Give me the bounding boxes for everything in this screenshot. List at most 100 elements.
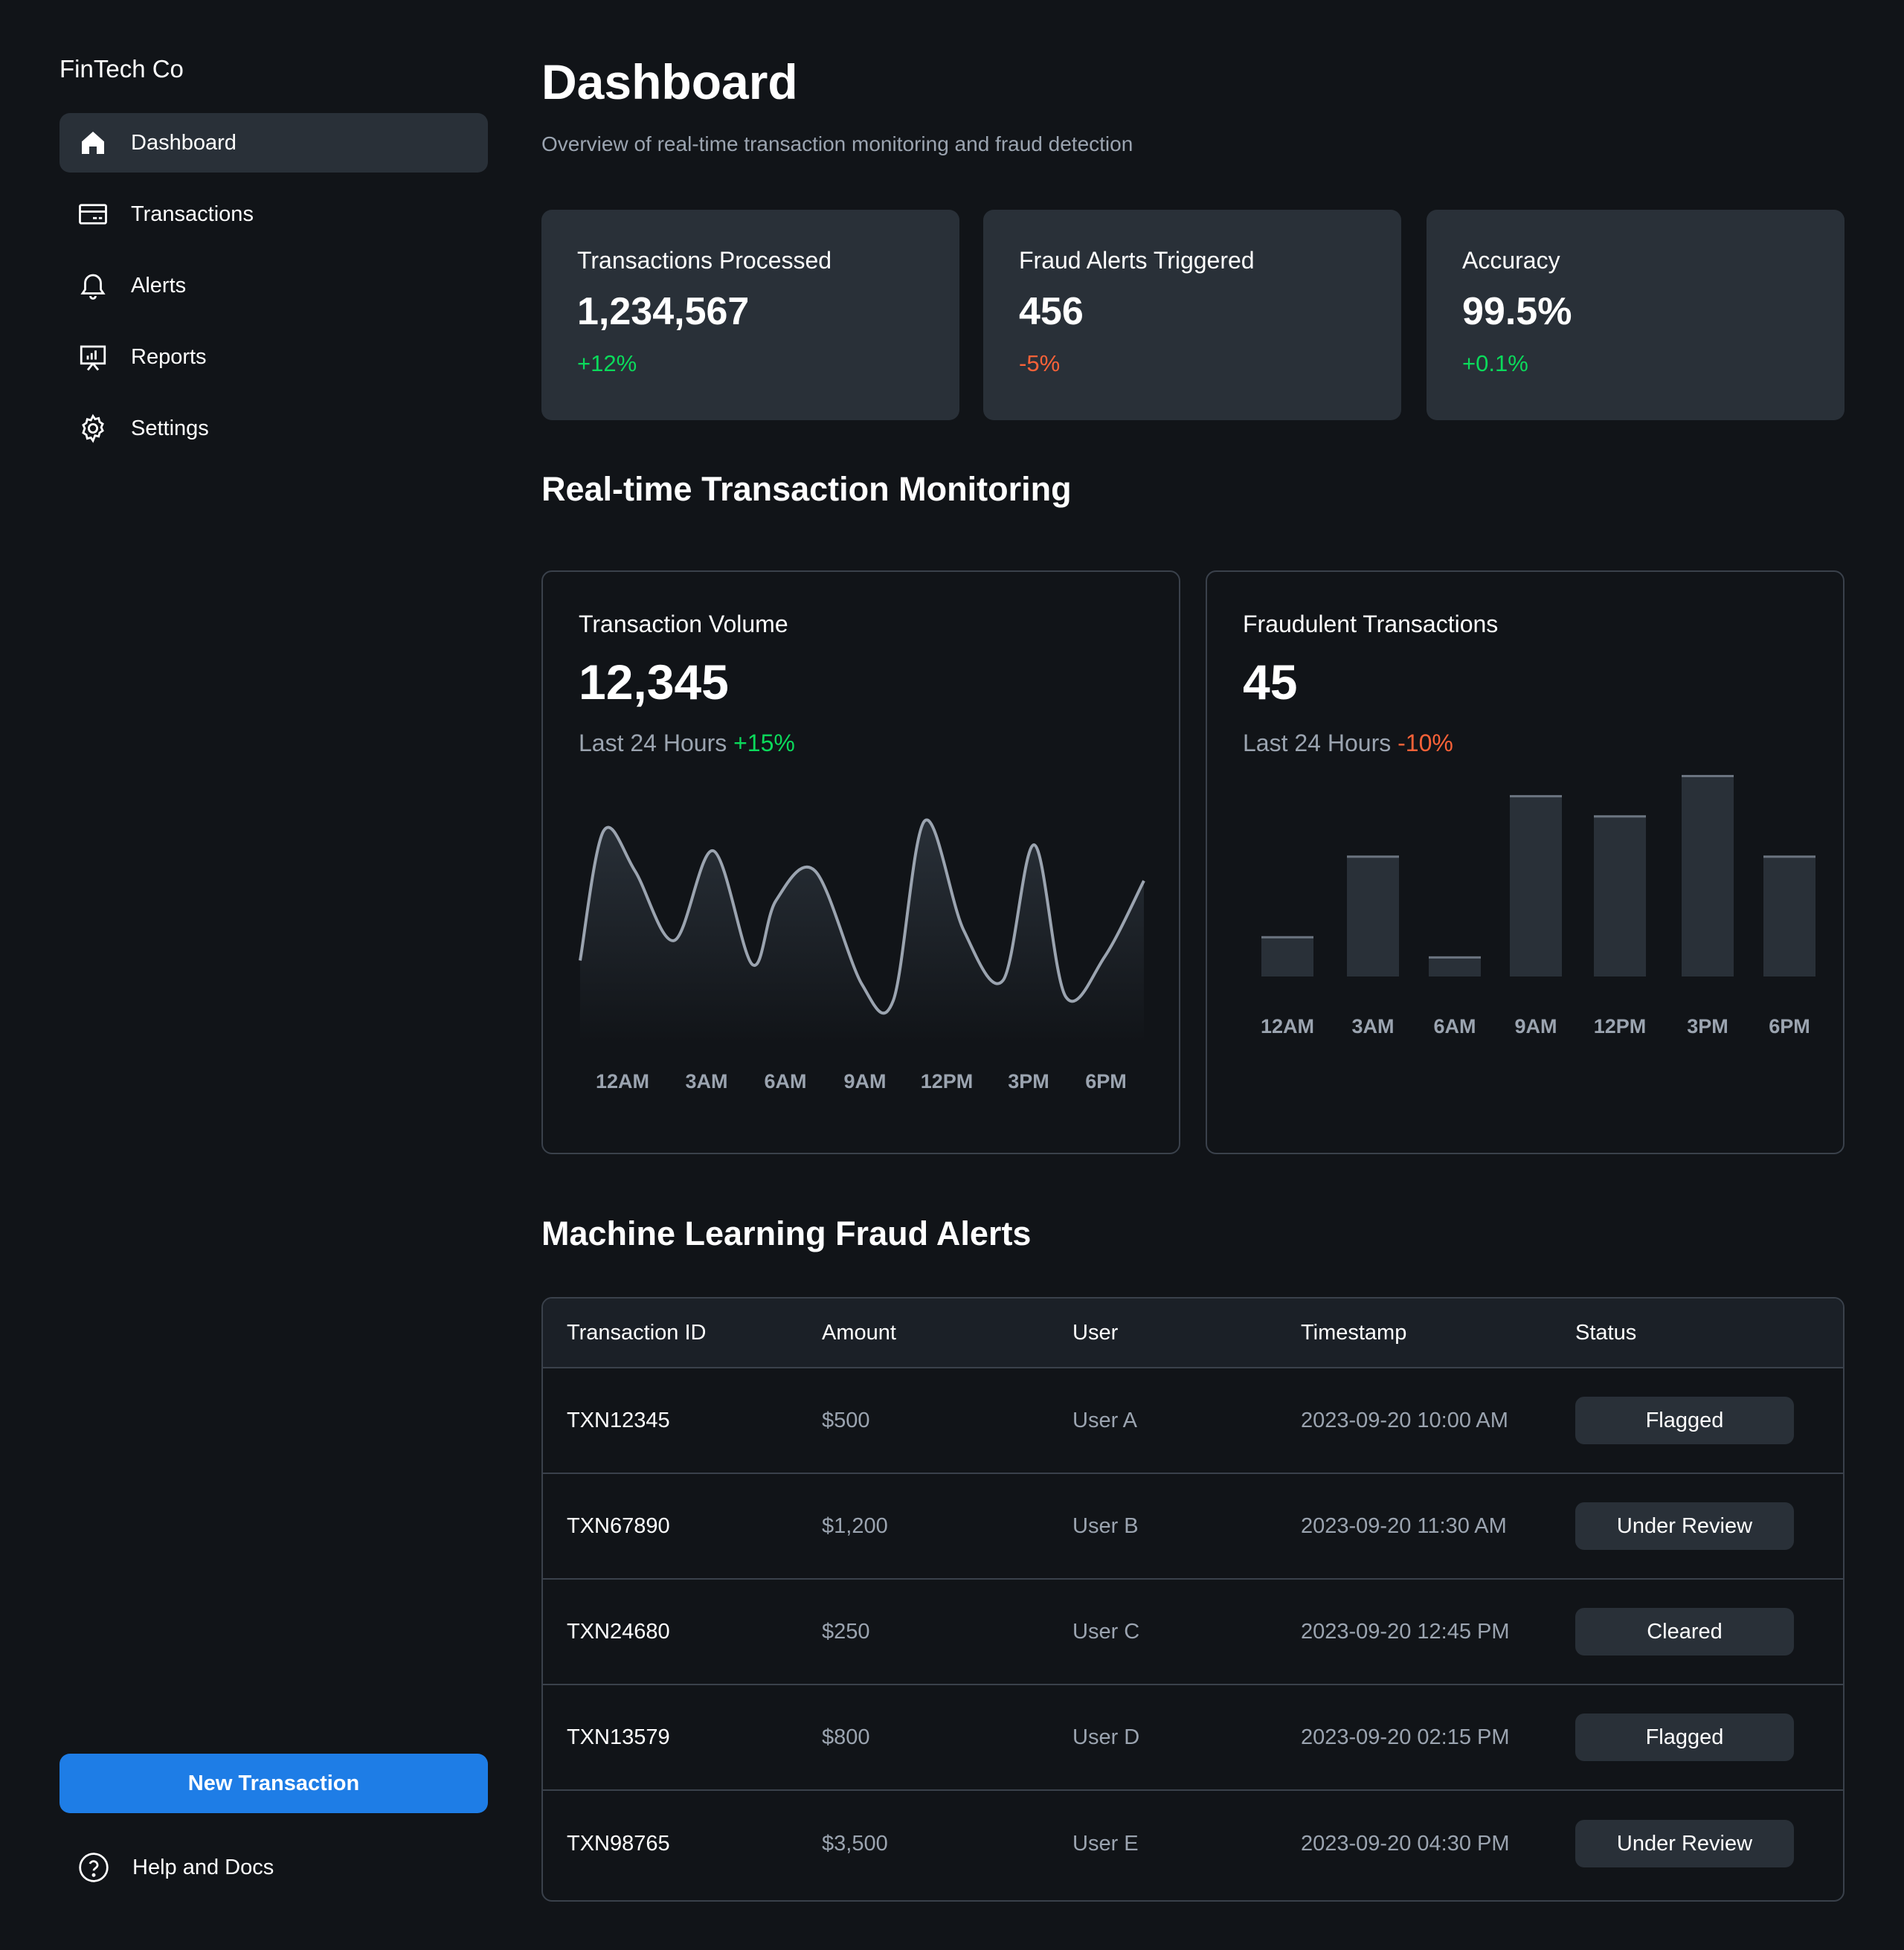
cell-amount: $800	[822, 1725, 870, 1749]
table-row: TXN98765 $3,500 User E 2023-09-20 04:30 …	[543, 1791, 1843, 1896]
sidebar-item-transactions[interactable]: Transactions	[60, 184, 488, 244]
cell-user: User D	[1072, 1725, 1140, 1749]
column-header: User	[1072, 1320, 1119, 1345]
help-docs-label: Help and Docs	[132, 1855, 274, 1879]
column-header: Amount	[822, 1320, 896, 1345]
x-tick-label: 9AM	[843, 1070, 886, 1093]
cell-timestamp: 2023-09-20 11:30 AM	[1301, 1513, 1507, 1538]
bell-icon	[77, 270, 109, 301]
x-tick-label: 12PM	[1594, 1015, 1647, 1037]
stat-value: 1,234,567	[577, 290, 750, 333]
cell-timestamp: 2023-09-20 10:00 AM	[1301, 1408, 1508, 1432]
stat-value: 456	[1019, 290, 1084, 333]
cell-user: User C	[1072, 1619, 1140, 1644]
cell-status: Flagged	[1575, 1397, 1813, 1444]
sidebar-item-label: Transactions	[131, 202, 254, 226]
stat-label: Fraud Alerts Triggered	[1019, 247, 1255, 274]
chart-period: Last 24 Hours	[1243, 730, 1392, 756]
chart-change: +15%	[733, 730, 795, 756]
bar-chart: 12AM 3AM 6AM 9AM 12PM 3PM 6PM	[1261, 775, 1815, 1037]
status-button[interactable]: Under Review	[1575, 1502, 1794, 1550]
stat-change: -5%	[1019, 350, 1061, 376]
sidebar: FinTech Co Dashboard Transactions Alerts…	[0, 0, 521, 1950]
chart-subtitle: Last 24 Hours -10%	[1243, 730, 1453, 757]
cell-transaction-id: TXN13579	[567, 1725, 670, 1749]
status-button[interactable]: Under Review	[1575, 1820, 1794, 1867]
bar	[1682, 775, 1734, 976]
stat-value: 99.5%	[1462, 290, 1572, 333]
help-docs-link[interactable]: Help and Docs	[77, 1851, 274, 1884]
stat-change: +0.1%	[1462, 350, 1528, 376]
page-title: Dashboard	[541, 54, 798, 109]
line-chart: 12AM 3AM 6AM 9AM 12PM 3PM 6PM	[579, 818, 1145, 1093]
home-icon	[77, 127, 109, 158]
cell-timestamp: 2023-09-20 02:15 PM	[1301, 1725, 1510, 1749]
x-tick-label: 6AM	[1433, 1015, 1476, 1037]
x-tick-label: 6AM	[764, 1070, 806, 1093]
chart-value: 12,345	[579, 654, 729, 709]
new-transaction-button[interactable]: New Transaction	[60, 1754, 488, 1813]
sidebar-item-label: Reports	[131, 344, 207, 369]
cell-status: Under Review	[1575, 1820, 1813, 1867]
bar	[1510, 795, 1562, 976]
stat-label: Transactions Processed	[577, 247, 832, 274]
monitoring-section-title: Real-time Transaction Monitoring	[541, 470, 1072, 508]
sidebar-item-label: Dashboard	[131, 130, 237, 155]
cell-timestamp: 2023-09-20 12:45 PM	[1301, 1619, 1510, 1644]
bar	[1429, 956, 1481, 976]
table-row: TXN12345 $500 User A 2023-09-20 10:00 AM…	[543, 1368, 1843, 1474]
brand-name: FinTech Co	[60, 55, 184, 83]
credit-card-icon	[77, 199, 109, 230]
presentation-chart-icon	[77, 341, 109, 373]
sidebar-item-label: Settings	[131, 416, 209, 440]
sidebar-item-settings[interactable]: Settings	[60, 399, 488, 458]
status-button[interactable]: Cleared	[1575, 1608, 1794, 1655]
chart-period: Last 24 Hours	[579, 730, 727, 756]
table-row: TXN13579 $800 User D 2023-09-20 02:15 PM…	[543, 1685, 1843, 1791]
status-button[interactable]: Flagged	[1575, 1714, 1794, 1761]
chart-label: Fraudulent Transactions	[1243, 611, 1499, 637]
status-button[interactable]: Flagged	[1575, 1397, 1794, 1444]
cell-user: User E	[1072, 1831, 1139, 1856]
sidebar-item-alerts[interactable]: Alerts	[60, 256, 488, 315]
gear-icon	[77, 413, 109, 444]
cell-timestamp: 2023-09-20 04:30 PM	[1301, 1831, 1510, 1856]
stat-card-transactions: Transactions Processed 1,234,567 +12%	[541, 210, 959, 420]
x-tick-label: 3PM	[1008, 1070, 1049, 1093]
x-tick-label: 3PM	[1687, 1015, 1728, 1037]
x-tick-label: 12PM	[921, 1070, 974, 1093]
bar	[1763, 855, 1815, 976]
x-tick-label: 9AM	[1514, 1015, 1557, 1037]
stat-label: Accuracy	[1462, 247, 1560, 274]
bar	[1261, 936, 1313, 976]
sidebar-item-label: Alerts	[131, 273, 187, 297]
cell-user: User A	[1072, 1408, 1138, 1432]
sidebar-nav: Dashboard Transactions Alerts Reports Se…	[60, 113, 488, 470]
cell-transaction-id: TXN12345	[567, 1408, 670, 1432]
series-line	[579, 818, 1145, 1015]
chart-change: -10%	[1398, 730, 1453, 756]
cell-amount: $1,200	[822, 1513, 888, 1538]
x-tick-label: 12AM	[1261, 1015, 1314, 1037]
bar	[1347, 855, 1399, 976]
column-header: Transaction ID	[567, 1320, 707, 1345]
fraud-alerts-table: Transaction ID Amount User Timestamp Sta…	[541, 1297, 1844, 1902]
sidebar-item-dashboard[interactable]: Dashboard	[60, 113, 488, 173]
sidebar-item-reports[interactable]: Reports	[60, 327, 488, 387]
cell-amount: $500	[822, 1408, 870, 1432]
x-tick-label: 3AM	[1351, 1015, 1394, 1037]
page-subtitle: Overview of real-time transaction monito…	[541, 132, 1133, 155]
stat-change: +12%	[577, 350, 637, 376]
bar	[1594, 815, 1646, 976]
cell-transaction-id: TXN98765	[567, 1831, 670, 1856]
column-header: Status	[1575, 1320, 1637, 1345]
x-tick-label: 6PM	[1085, 1070, 1127, 1093]
help-circle-icon	[77, 1851, 110, 1884]
table-row: TXN67890 $1,200 User B 2023-09-20 11:30 …	[543, 1474, 1843, 1580]
cell-status: Flagged	[1575, 1714, 1813, 1761]
stat-card-fraud-alerts: Fraud Alerts Triggered 456 -5%	[983, 210, 1401, 420]
x-tick-label: 6PM	[1769, 1015, 1810, 1037]
cell-transaction-id: TXN24680	[567, 1619, 670, 1644]
column-header: Timestamp	[1301, 1320, 1407, 1345]
x-tick-label: 3AM	[685, 1070, 727, 1093]
